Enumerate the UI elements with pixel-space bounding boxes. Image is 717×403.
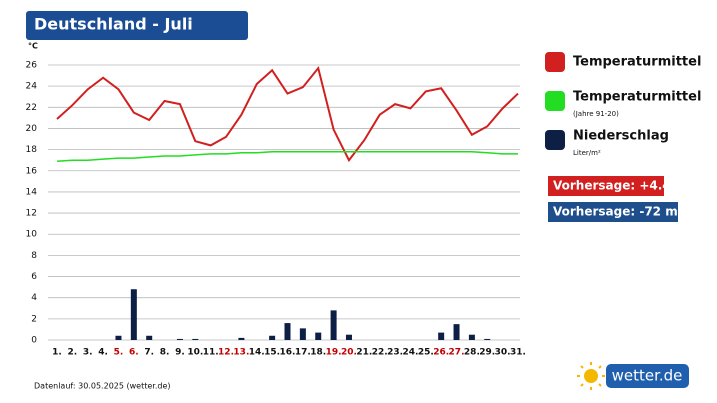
legend-swatch bbox=[545, 91, 565, 111]
bar bbox=[345, 334, 352, 340]
x-tick-label: 3. bbox=[83, 348, 93, 358]
legend-label: Temperaturmittel bbox=[573, 90, 701, 105]
bar bbox=[284, 323, 291, 340]
forecast-label: Vorhersage: -72 mm bbox=[553, 205, 690, 219]
x-tick-label: 14. bbox=[249, 348, 265, 358]
x-tick-label: 28. bbox=[464, 348, 480, 358]
y-tick-label: 18 bbox=[26, 145, 38, 155]
bar bbox=[146, 335, 153, 340]
bar bbox=[130, 289, 137, 340]
y-tick-label: 4 bbox=[31, 293, 37, 303]
x-tick-label: 23. bbox=[387, 348, 403, 358]
x-tick-label: 17. bbox=[295, 348, 311, 358]
x-tick-label: 16. bbox=[280, 348, 296, 358]
x-tick-label: 5. bbox=[114, 348, 124, 358]
x-tick-label: 26. bbox=[433, 348, 449, 358]
x-tick-label: 31. bbox=[510, 348, 526, 358]
x-tick-label: 10. bbox=[187, 348, 203, 358]
bar bbox=[453, 324, 460, 340]
legend-swatch bbox=[545, 52, 565, 72]
y-tick-label: 6 bbox=[31, 272, 37, 282]
legend-subtitle: (Jahre 91-20) bbox=[573, 110, 619, 118]
y-tick-label: 0 bbox=[31, 336, 37, 346]
x-tick-label: 22. bbox=[372, 348, 388, 358]
y-tick-label: 2 bbox=[31, 314, 37, 324]
chart-title: Deutschland - Juli bbox=[34, 15, 193, 34]
brand: wetter.de bbox=[612, 367, 683, 385]
x-tick-label: 20. bbox=[341, 348, 357, 358]
bar bbox=[115, 335, 122, 340]
x-tick-label: 2. bbox=[68, 348, 78, 358]
y-tick-label: 16 bbox=[26, 166, 38, 176]
bar bbox=[192, 338, 199, 340]
y-unit: °C bbox=[28, 42, 38, 51]
y-tick-label: 20 bbox=[26, 124, 38, 134]
forecast-box bbox=[548, 176, 664, 196]
x-tick-label: 27. bbox=[449, 348, 465, 358]
bar bbox=[468, 334, 475, 340]
legend-label: Temperaturmittel bbox=[573, 55, 701, 70]
x-tick-label: 18. bbox=[310, 348, 326, 358]
legend-label: Niederschlag bbox=[573, 129, 669, 144]
bar bbox=[176, 338, 183, 340]
y-tick-label: 8 bbox=[31, 251, 37, 261]
y-tick-label: 14 bbox=[26, 187, 38, 197]
x-tick-label: 15. bbox=[264, 348, 280, 358]
source: Datenlauf: 30.05.2025 (wetter.de) bbox=[34, 382, 171, 391]
brand-box bbox=[606, 364, 689, 388]
line bbox=[56, 65, 519, 163]
x-tick-label: 1. bbox=[52, 348, 62, 358]
forecast-box bbox=[548, 202, 678, 222]
sun-icon bbox=[577, 362, 605, 390]
y-tick-label: 26 bbox=[26, 61, 38, 71]
title-box bbox=[26, 11, 248, 40]
y-tick-label: 10 bbox=[26, 230, 38, 240]
bar bbox=[299, 328, 306, 340]
x-tick-label: 11. bbox=[203, 348, 219, 358]
bar bbox=[238, 337, 245, 340]
y-tick-label: 24 bbox=[26, 82, 38, 92]
y-tick-label: 22 bbox=[26, 103, 37, 113]
forecast-label: Vorhersage: +4.4° bbox=[553, 179, 677, 193]
line bbox=[56, 150, 518, 162]
x-tick-label: 8. bbox=[160, 348, 170, 358]
x-tick-label: 9. bbox=[175, 348, 185, 358]
y-tick-label: 12 bbox=[26, 209, 37, 219]
x-tick-label: 21. bbox=[356, 348, 372, 358]
bar bbox=[315, 332, 322, 340]
x-tick-label: 24. bbox=[402, 348, 418, 358]
bar bbox=[438, 332, 445, 340]
x-tick-label: 25. bbox=[418, 348, 434, 358]
legend-subtitle: Liter/m² bbox=[573, 149, 601, 157]
bar bbox=[330, 310, 337, 340]
x-tick-label: 13. bbox=[233, 348, 249, 358]
legend-swatch bbox=[545, 130, 565, 150]
x-tick-label: 6. bbox=[129, 348, 139, 358]
x-tick-label: 7. bbox=[144, 348, 154, 358]
x-tick-label: 30. bbox=[495, 348, 511, 358]
x-tick-label: 4. bbox=[98, 348, 108, 358]
x-tick-label: 19. bbox=[326, 348, 342, 358]
bar bbox=[484, 338, 491, 340]
bar bbox=[269, 335, 276, 340]
x-tick-label: 29. bbox=[479, 348, 495, 358]
x-tick-label: 12. bbox=[218, 348, 234, 358]
